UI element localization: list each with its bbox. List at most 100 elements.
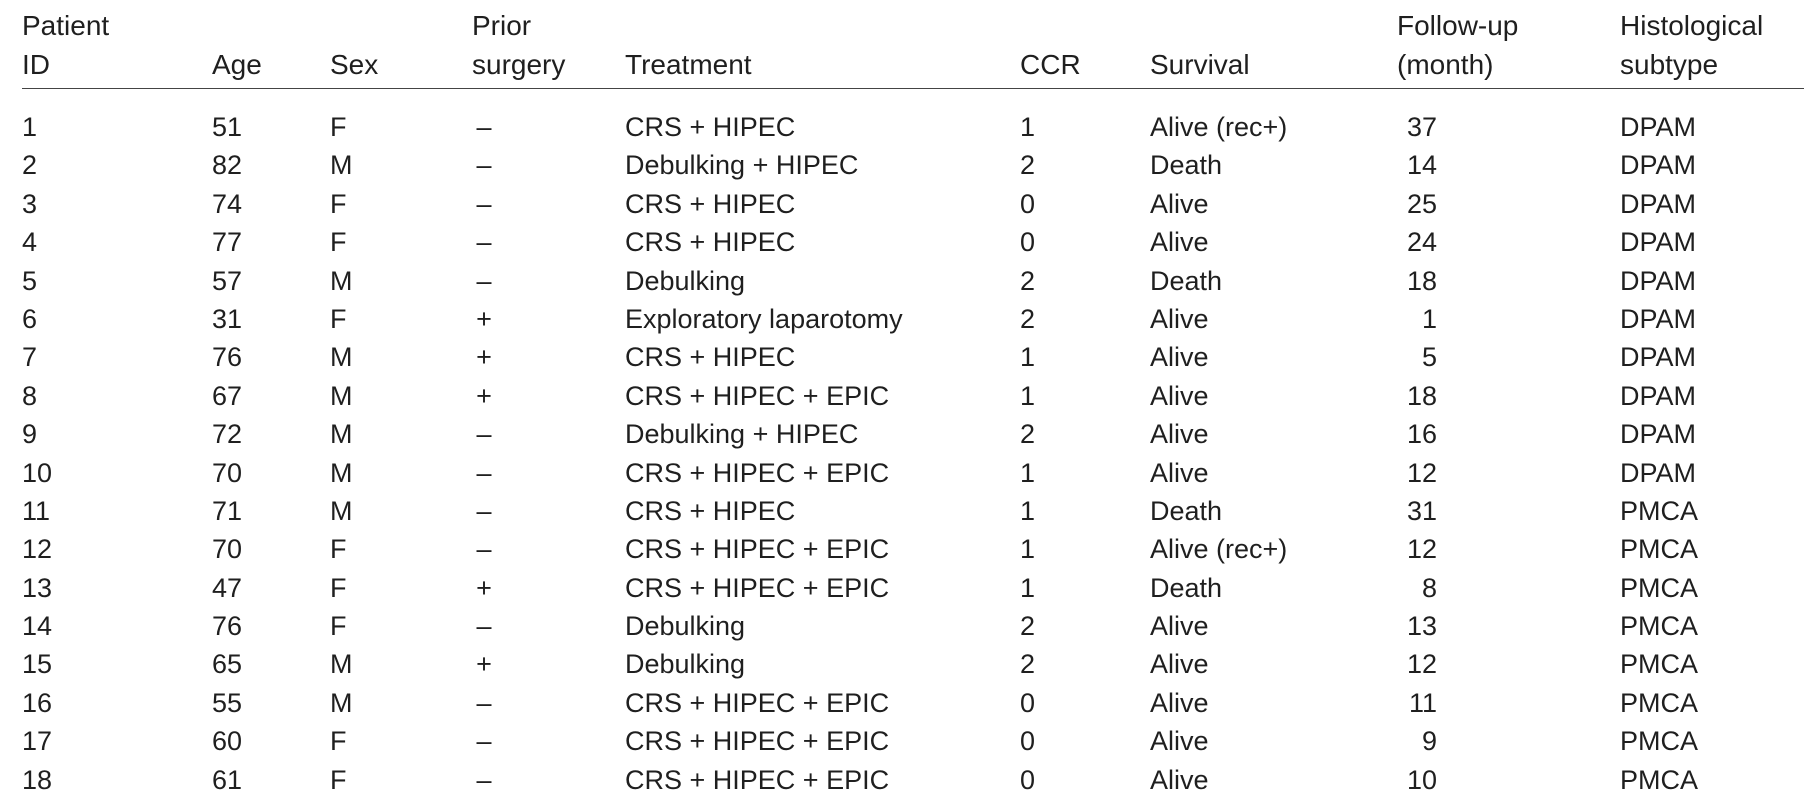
cell-follow-up: 13 (1406, 611, 1437, 642)
cell-survival: Alive (1150, 303, 1209, 334)
cell-histological-subtype: DPAM (1620, 227, 1697, 258)
cell-patient-id: 5 (22, 265, 38, 296)
cell-age: 76 (212, 611, 243, 642)
cell-survival: Alive (1150, 380, 1209, 411)
cell-survival: Alive (1150, 687, 1209, 718)
cell-patient-id: 17 (22, 726, 53, 757)
cell-follow-up: 12 (1406, 534, 1437, 565)
table-row: 1 51 F – CRS + HIPEC 1 Alive (rec+) 37 DPAM (0, 108, 1814, 146)
cell-survival: Death (1150, 572, 1223, 603)
cell-patient-id: 2 (22, 150, 38, 181)
cell-patient-id: 1 (22, 112, 38, 142)
cell-follow-up: 12 (1406, 457, 1437, 488)
cell-treatment: Debulking (625, 265, 746, 296)
cell-patient-id: 11 (22, 495, 51, 526)
cell-survival: Alive (1150, 649, 1209, 680)
cell-age: 55 (212, 687, 243, 718)
cell-treatment: CRS + HIPEC + EPIC (625, 534, 890, 565)
cell-ccr: 1 (1020, 534, 1036, 565)
cell-prior-surgery: + (476, 380, 492, 411)
cell-prior-surgery: – (476, 188, 492, 219)
cell-prior-surgery: – (476, 265, 492, 296)
table-row: 18 61 F – CRS + HIPEC + EPIC 0 Alive 10 PMCA (0, 761, 1814, 799)
cell-follow-up: 14 (1406, 150, 1437, 181)
cell-sex: F (330, 611, 347, 642)
cell-survival: Death (1150, 265, 1223, 296)
table-row: 7 76 M + CRS + HIPEC 1 Alive 5 DPAM (0, 338, 1814, 376)
cell-survival: Alive (rec+) (1150, 112, 1288, 142)
cell-patient-id: 12 (22, 534, 53, 565)
cell-sex: F (330, 112, 347, 142)
cell-ccr: 2 (1020, 150, 1036, 181)
cell-age: 51 (212, 112, 243, 142)
cell-prior-surgery: – (476, 726, 492, 757)
table-row: 8 67 M + CRS + HIPEC + EPIC 1 Alive 18 DPAM (0, 377, 1814, 415)
cell-follow-up: 25 (1406, 188, 1437, 219)
cell-age: 31 (212, 303, 243, 334)
header-prior-surgery: Prior surgery (472, 0, 565, 84)
cell-prior-surgery: – (476, 112, 492, 142)
table-row: 5 57 M – Debulking 2 Death 18 DPAM (0, 262, 1814, 300)
table-row: 11 71 M – CRS + HIPEC 1 Death 31 PMCA (0, 492, 1814, 530)
table-row: 4 77 F – CRS + HIPEC 0 Alive 24 DPAM (0, 223, 1814, 261)
cell-sex: M (330, 150, 353, 181)
cell-patient-id: 4 (22, 227, 38, 258)
header-line: subtype (1620, 49, 1719, 80)
cell-patient-id: 10 (22, 457, 53, 488)
cell-histological-subtype: DPAM (1620, 265, 1697, 296)
table-row: 16 55 M – CRS + HIPEC + EPIC 0 Alive 11 PMCA (0, 684, 1814, 722)
cell-ccr: 0 (1020, 227, 1036, 258)
cell-ccr: 1 (1020, 495, 1036, 526)
cell-histological-subtype: PMCA (1620, 611, 1699, 642)
cell-prior-surgery: – (476, 227, 492, 258)
cell-sex: M (330, 457, 353, 488)
cell-age: 65 (212, 649, 243, 680)
cell-age: 74 (212, 188, 243, 219)
cell-ccr: 1 (1020, 457, 1036, 488)
cell-histological-subtype: PMCA (1620, 764, 1699, 795)
cell-treatment: CRS + HIPEC (625, 495, 796, 526)
cell-follow-up: 11 (1408, 687, 1437, 718)
cell-treatment: CRS + HIPEC (625, 188, 796, 219)
cell-histological-subtype: PMCA (1620, 495, 1699, 526)
cell-survival: Alive (rec+) (1150, 534, 1288, 565)
cell-histological-subtype: DPAM (1620, 303, 1697, 334)
table-row: 14 76 F – Debulking 2 Alive 13 PMCA (0, 607, 1814, 645)
cell-histological-subtype: PMCA (1620, 649, 1699, 680)
cell-survival: Alive (1150, 726, 1209, 757)
cell-sex: M (330, 419, 353, 450)
cell-treatment: CRS + HIPEC (625, 227, 796, 258)
header-line: surgery (472, 49, 566, 80)
cell-histological-subtype: PMCA (1620, 572, 1699, 603)
cell-treatment: CRS + HIPEC + EPIC (625, 764, 890, 795)
header-follow-up: Follow-up (month) (1397, 0, 1518, 84)
header-line: Age (212, 49, 262, 80)
cell-prior-surgery: – (476, 457, 492, 488)
cell-histological-subtype: DPAM (1620, 112, 1697, 142)
cell-sex: F (330, 227, 347, 258)
cell-prior-surgery: + (476, 572, 492, 603)
table-body: 1 51 F – CRS + HIPEC 1 Alive (rec+) 37 DPAM 2 82 M –… (0, 108, 1814, 799)
cell-survival: Alive (1150, 188, 1209, 219)
table-row: 10 70 M – CRS + HIPEC + EPIC 1 Alive 12 DPAM (0, 454, 1814, 492)
table-header: Patient ID Age Sex Prior surgery Treatme… (0, 0, 1814, 88)
cell-prior-surgery: – (476, 764, 492, 795)
cell-treatment: CRS + HIPEC (625, 342, 796, 373)
table-row: 9 72 M – Debulking + HIPEC 2 Alive 16 DPAM (0, 415, 1814, 453)
cell-treatment: Debulking (625, 649, 746, 680)
cell-age: 67 (212, 380, 243, 411)
cell-survival: Alive (1150, 227, 1209, 258)
cell-sex: M (330, 649, 353, 680)
cell-patient-id: 15 (22, 649, 53, 680)
cell-patient-id: 16 (22, 687, 53, 718)
cell-age: 57 (212, 265, 243, 296)
cell-ccr: 1 (1020, 342, 1036, 373)
cell-follow-up: 18 (1406, 380, 1437, 411)
header-histological-subtype: Histological subtype (1620, 0, 1763, 84)
cell-ccr: 1 (1020, 380, 1036, 411)
cell-sex: F (330, 764, 347, 795)
header-line: ID (22, 49, 50, 80)
cell-treatment: CRS + HIPEC + EPIC (625, 726, 890, 757)
cell-sex: M (330, 687, 353, 718)
cell-follow-up: 8 (1421, 572, 1437, 603)
